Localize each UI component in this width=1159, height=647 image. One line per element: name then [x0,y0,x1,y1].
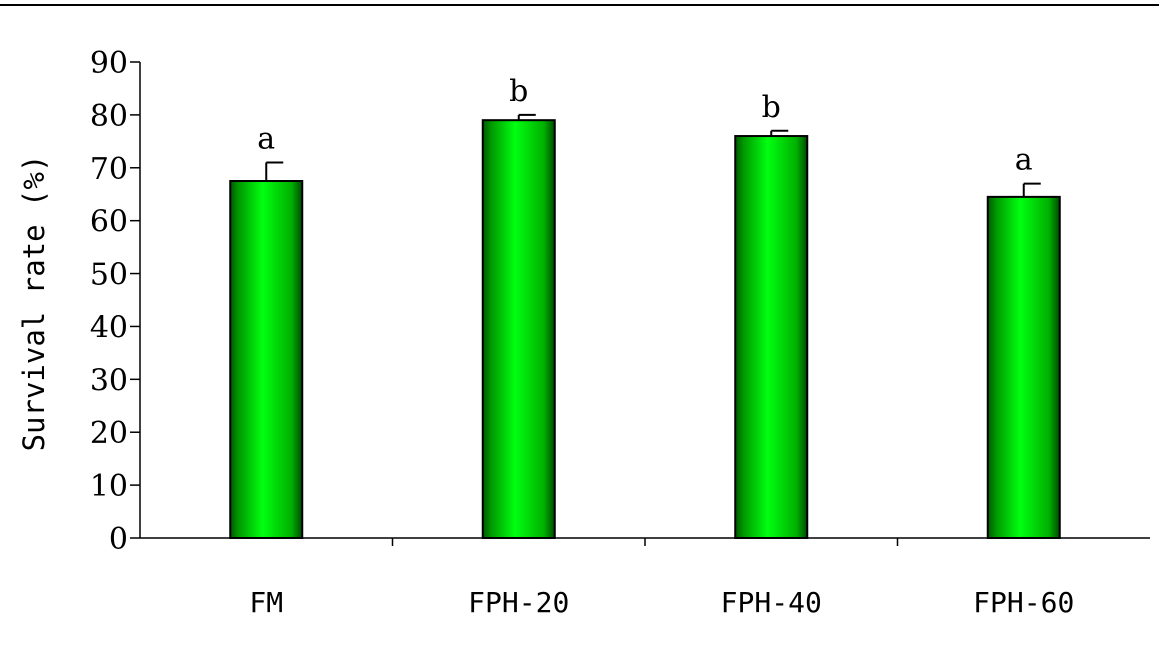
bar [986,195,1061,539]
significance-label: a [257,121,275,156]
axes [139,62,1150,546]
y-tick-label: 70 [90,152,128,187]
bar [734,135,809,540]
y-tick-label: 20 [90,416,128,451]
category-labels: FM FPH-20 FPH-40 FPH-60 [249,586,1074,619]
x-tick-label: FM [249,586,283,619]
significance-label: b [509,74,528,109]
significance-labels: a b b a [257,74,1033,178]
y-tick-label: 40 [90,310,128,345]
x-tick-label: FPH-60 [973,586,1074,619]
bars [229,119,1061,540]
y-tick-label: 80 [90,99,128,134]
y-tick-label: 60 [90,205,128,240]
y-axis-label: Survival rate (%) [17,155,51,452]
x-tick-label: FPH-20 [468,586,569,619]
y-tick-label: 50 [90,258,128,293]
bar [481,119,556,540]
y-tick-label: 0 [109,522,128,557]
y-ticks: 0 10 20 30 40 50 60 70 80 90 [90,46,140,557]
x-tick-label: FPH-40 [721,586,822,619]
y-tick-label: 30 [90,363,128,398]
error-bars [265,113,1041,197]
bar [229,180,304,539]
significance-label: a [1015,143,1033,178]
y-tick-label: 90 [90,46,128,81]
y-tick-label: 10 [90,469,128,504]
significance-label: b [762,90,781,125]
